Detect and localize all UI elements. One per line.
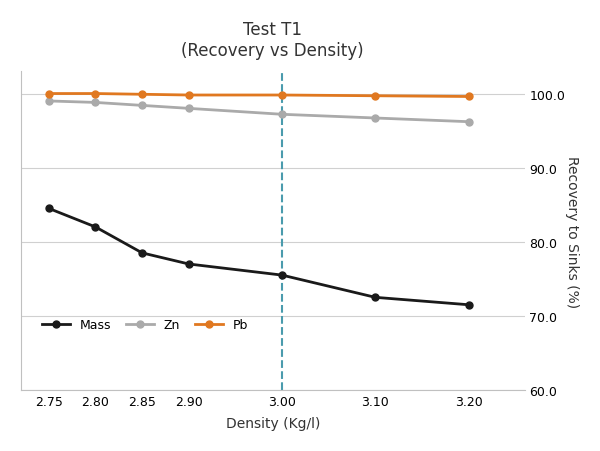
Mass <box>92 225 99 230</box>
X-axis label: Density (Kg/l): Density (Kg/l) <box>226 416 320 430</box>
Mass <box>139 251 146 256</box>
Y-axis label: Recovery to Sinks (%): Recovery to Sinks (%) <box>565 155 579 307</box>
Zn <box>92 101 99 106</box>
Mass <box>45 206 52 212</box>
Mass <box>185 262 193 267</box>
Zn <box>371 116 379 121</box>
Mass <box>371 295 379 300</box>
Title: Test T1
(Recovery vs Density): Test T1 (Recovery vs Density) <box>181 21 364 60</box>
Zn <box>465 120 472 125</box>
Line: Pb: Pb <box>46 91 472 101</box>
Pb <box>278 93 286 98</box>
Line: Zn: Zn <box>46 98 472 126</box>
Zn <box>185 106 193 112</box>
Pb <box>92 92 99 97</box>
Zn <box>278 112 286 118</box>
Pb <box>139 92 146 98</box>
Legend: Mass, Zn, Pb: Mass, Zn, Pb <box>37 313 253 336</box>
Zn <box>139 103 146 109</box>
Pb <box>45 92 52 97</box>
Pb <box>465 95 472 100</box>
Line: Mass: Mass <box>46 206 472 308</box>
Pb <box>371 94 379 99</box>
Pb <box>185 93 193 98</box>
Mass <box>278 273 286 278</box>
Mass <box>465 302 472 308</box>
Zn <box>45 99 52 105</box>
